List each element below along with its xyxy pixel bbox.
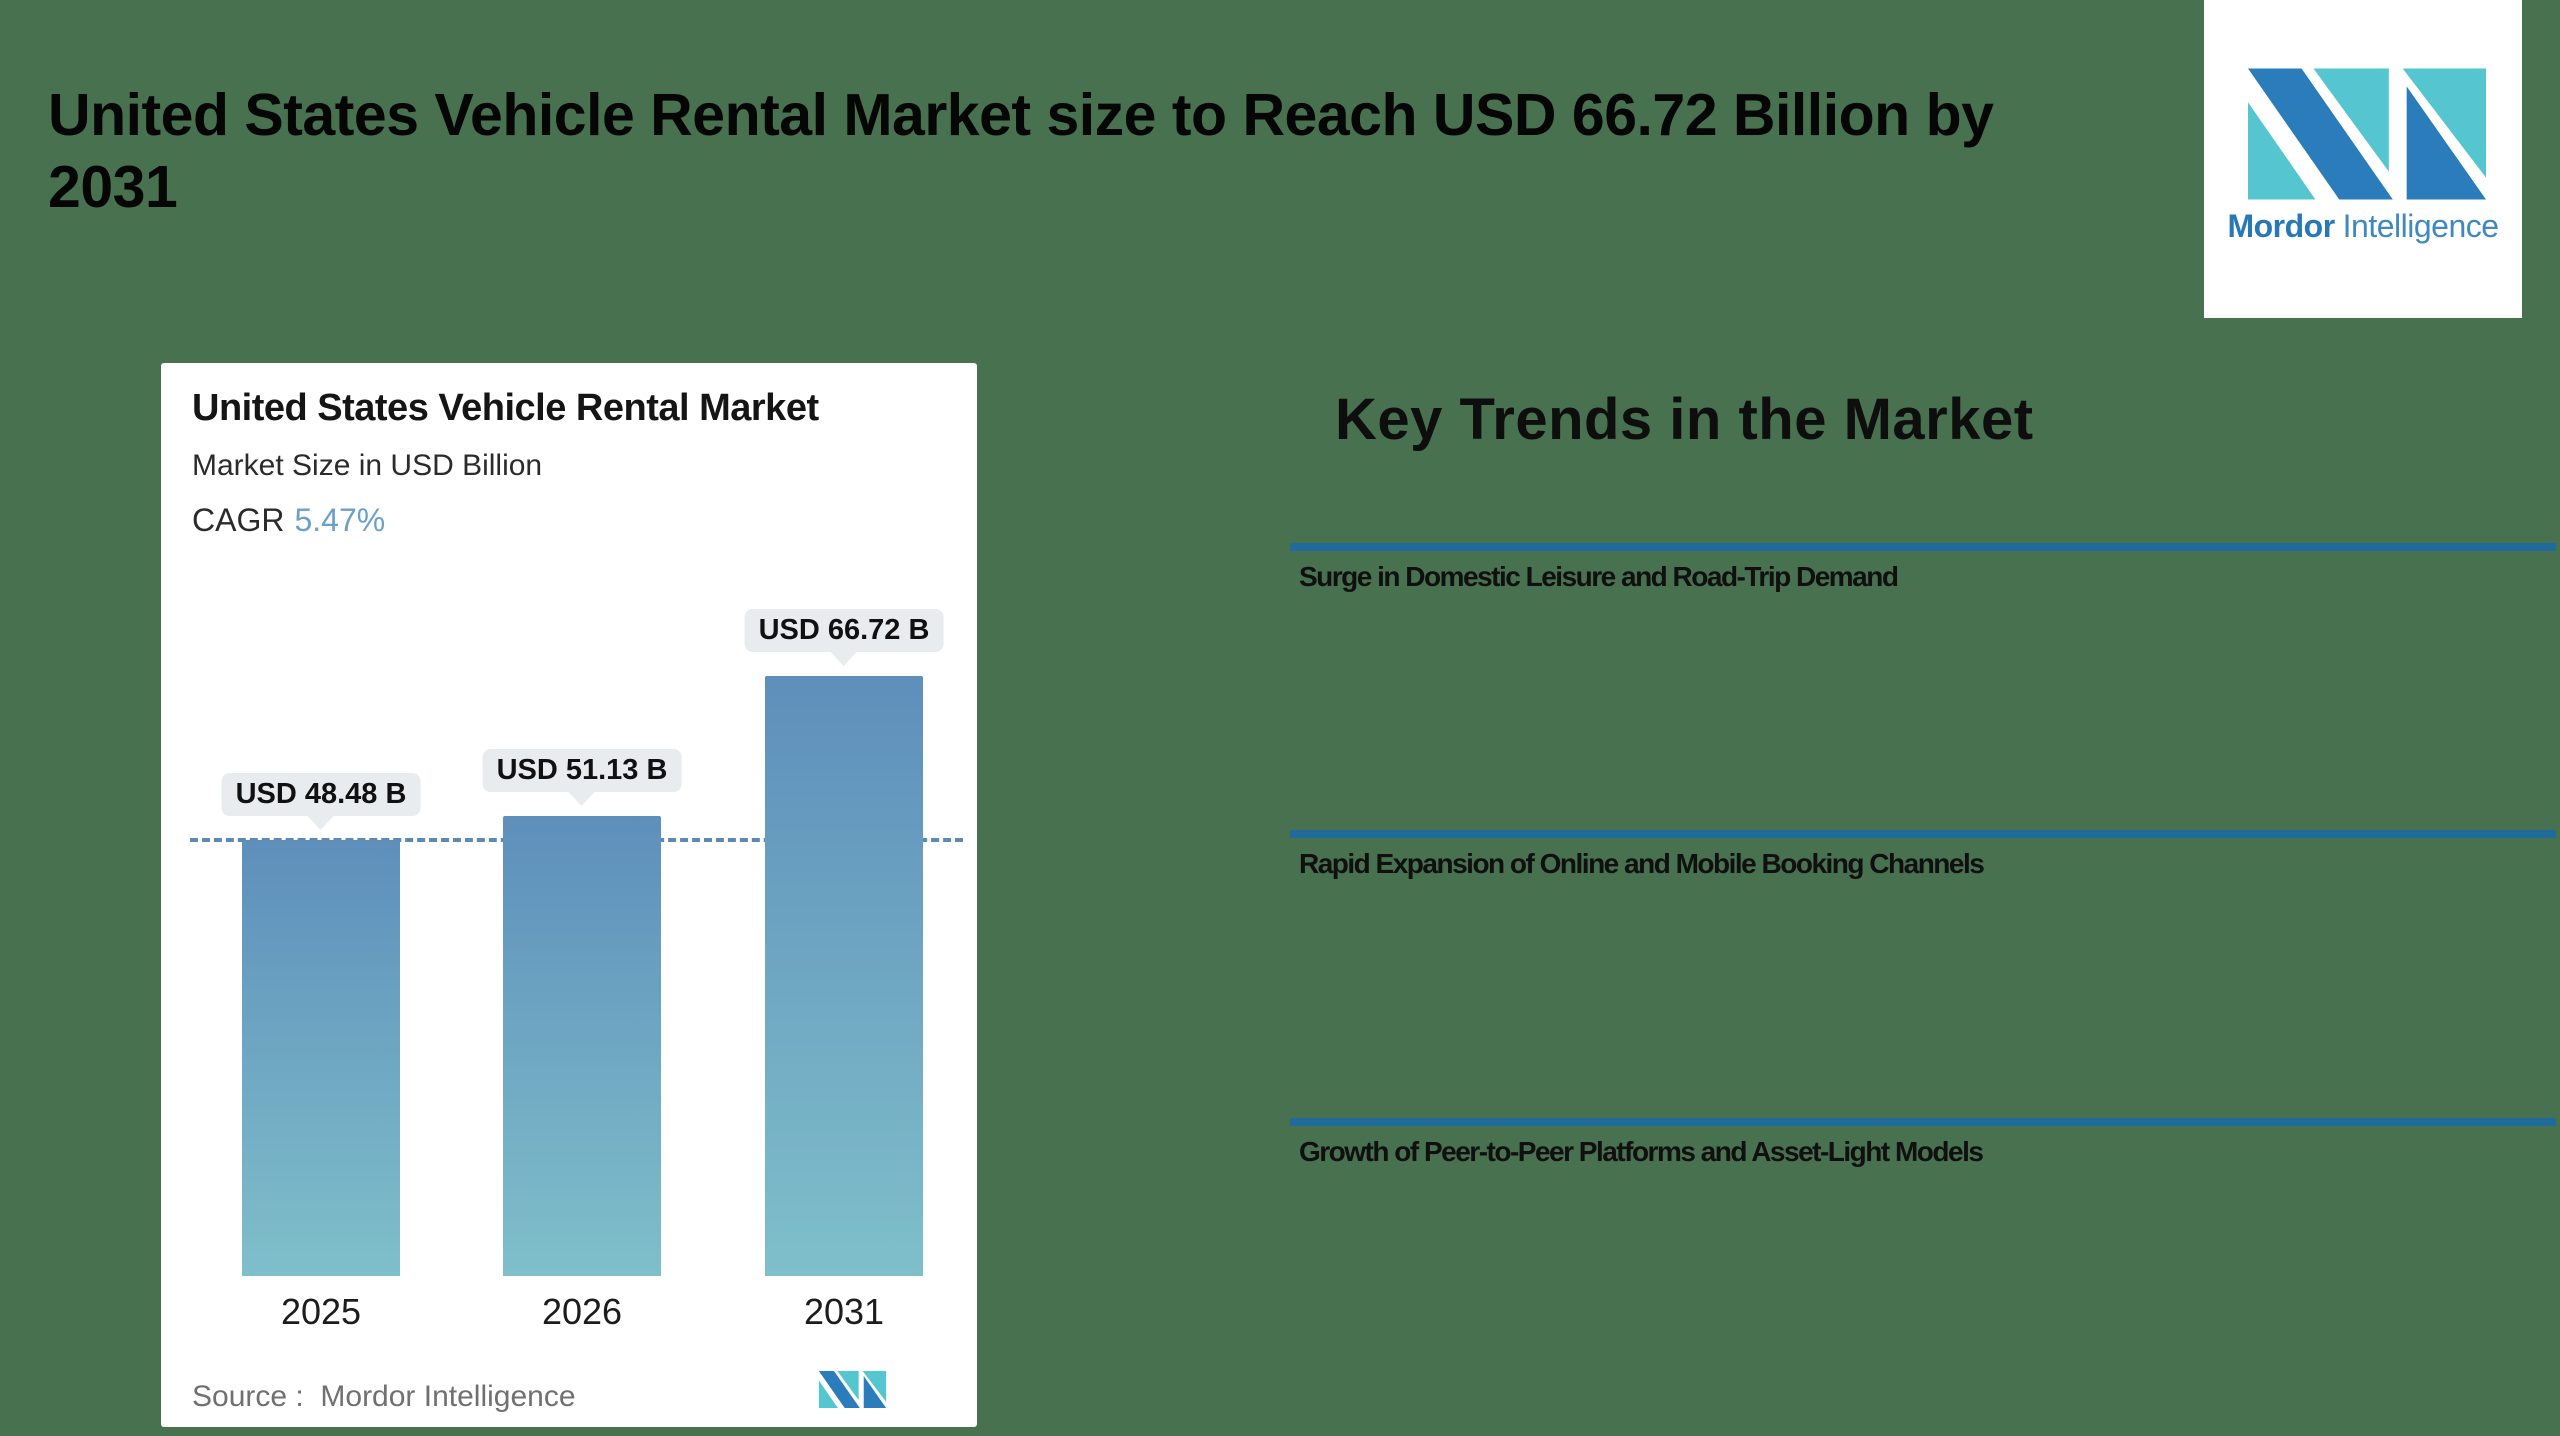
bar-2026: USD 51.13 B (482, 749, 682, 1276)
trend-divider-line (1290, 543, 2556, 551)
brand-name-primary: Mordor (2227, 208, 2335, 244)
trend-item-label: Rapid Expansion of Online and Mobile Boo… (1299, 848, 1985, 879)
bar-2031: USD 66.72 B (744, 609, 944, 1276)
key-trends-title: Key Trends in the Market (1335, 387, 2034, 452)
value-label-2031: USD 66.72 B (744, 609, 944, 652)
trend-item-label: Growth of Peer-to-Peer Platforms and Ass… (1299, 1136, 1984, 1167)
cagr-label: CAGR (192, 502, 285, 538)
axis-label-2031: 2031 (803, 1291, 885, 1332)
trend-row: Rapid Expansion of Online and Mobile Boo… (1290, 830, 2556, 880)
source-note: Source : Mordor Intelligence (192, 1380, 576, 1413)
key-trends-section: Key Trends in the Market Surge in Domest… (1290, 386, 2556, 1366)
brand-logo-text: Mordor Intelligence (2204, 208, 2522, 245)
cagr-line: CAGR 5.47% (192, 502, 385, 539)
axis-label-2026: 2026 (541, 1291, 623, 1332)
trend-divider-line (1290, 830, 2556, 838)
trend-row: Growth of Peer-to-Peer Platforms and Ass… (1290, 1118, 2556, 1168)
trend-divider-line (1290, 1118, 2556, 1126)
bar-chart: USD 48.48 B USD 51.13 B USD 66.72 B 2025… (161, 363, 977, 1427)
chart-subtitle: Market Size in USD Billion (192, 449, 543, 482)
value-label-2026: USD 51.13 B (482, 749, 682, 792)
mordor-logo-mini-icon (818, 1371, 887, 1408)
brand-logo-box: Mordor Intelligence (2204, 0, 2522, 318)
chart-card: United States Vehicle Rental Market Mark… (161, 363, 977, 1427)
trend-row: Surge in Domestic Leisure and Road-Trip … (1290, 543, 2556, 593)
trend-item-label: Surge in Domestic Leisure and Road-Trip … (1299, 561, 1899, 592)
brand-name-secondary: Intelligence (2342, 208, 2499, 244)
value-label-2025: USD 48.48 B (221, 773, 421, 816)
chart-title: United States Vehicle Rental Market (192, 387, 819, 429)
axis-label-2025: 2025 (280, 1291, 362, 1332)
cagr-value: 5.47% (294, 502, 386, 538)
page-title: United States Vehicle Rental Market size… (48, 82, 1994, 220)
mordor-logo-icon (2248, 68, 2486, 200)
bar-2025: USD 48.48 B (221, 773, 421, 1276)
